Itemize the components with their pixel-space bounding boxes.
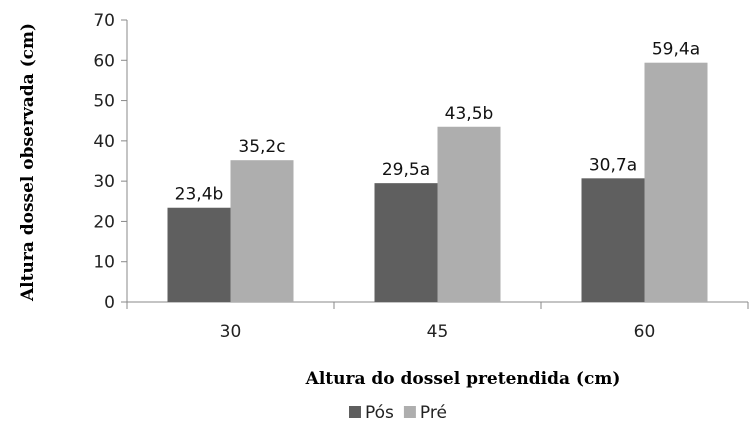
data-label: 30,7a — [589, 155, 637, 175]
data-label: 29,5a — [382, 160, 430, 180]
data-labels: 23,4b 35,2c 29,5a 43,5b 30,7a 59,4a — [175, 40, 700, 205]
bar-pre-30 — [230, 160, 294, 302]
legend: Pós Pré — [349, 403, 447, 423]
bar-pre-45 — [437, 126, 501, 302]
legend-swatch — [403, 406, 416, 418]
bar-pos-60 — [581, 178, 645, 302]
y-tick-label: 0 — [104, 293, 115, 313]
bar-pos-45 — [374, 183, 438, 302]
x-tick-label: 45 — [427, 322, 449, 342]
x-tick-label: 60 — [634, 322, 656, 342]
bar-pre-60 — [644, 62, 708, 303]
data-label: 35,2c — [238, 137, 285, 157]
x-axis-title: Altura do dossel pretendida (cm) — [305, 369, 621, 389]
y-axis-title: Altura dossel observada (cm) — [18, 23, 38, 302]
data-label: 59,4a — [652, 40, 700, 60]
x-tick-label: 30 — [220, 322, 242, 342]
bar-pos-30 — [167, 207, 231, 302]
y-tick-label: 50 — [93, 92, 115, 112]
bars — [167, 62, 708, 303]
y-tick-label: 40 — [93, 132, 115, 152]
data-label: 43,5b — [445, 104, 494, 124]
y-tick-label: 70 — [93, 11, 115, 31]
data-label: 23,4b — [175, 185, 224, 205]
legend-swatch — [349, 406, 361, 418]
legend-label: Pós — [365, 403, 394, 423]
y-tick-label: 30 — [93, 172, 115, 192]
y-axis: 0 10 20 30 40 50 60 70 — [93, 11, 128, 313]
y-tick-label: 60 — [93, 51, 115, 71]
y-tick-label: 20 — [93, 212, 115, 232]
y-tick-label: 10 — [93, 253, 115, 273]
legend-label: Pré — [420, 403, 447, 423]
x-axis: 30 45 60 — [126, 301, 749, 342]
